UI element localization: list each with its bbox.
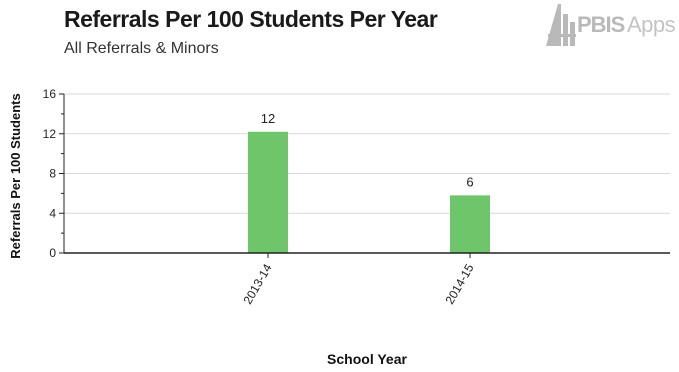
data-label: 12 — [261, 111, 275, 126]
logo-mark-icon — [546, 4, 576, 46]
bar-2013-14 — [248, 131, 288, 253]
bar-2014-15 — [450, 195, 490, 253]
data-label: 6 — [466, 174, 473, 189]
y-tick-label: 4 — [49, 206, 56, 220]
y-tick-label: 12 — [43, 127, 57, 141]
y-tick-label: 8 — [49, 167, 56, 181]
y-tick-label: 16 — [43, 87, 57, 101]
pbis-apps-logo: PBIS Apps — [546, 4, 676, 46]
chart-subtitle: All Referrals & Minors — [64, 40, 219, 57]
y-axis-label: Referrals Per 100 Students — [8, 93, 23, 258]
x-axis-label: School Year — [327, 351, 407, 367]
x-tick-label: 2013-14 — [240, 261, 274, 306]
x-tick-label: 2014-15 — [442, 261, 476, 306]
logo-text-pbis: PBIS — [577, 12, 625, 37]
chart-title: Referrals Per 100 Students Per Year — [64, 6, 438, 32]
logo-text-apps: Apps — [627, 12, 676, 37]
y-tick-label: 0 — [49, 246, 56, 260]
